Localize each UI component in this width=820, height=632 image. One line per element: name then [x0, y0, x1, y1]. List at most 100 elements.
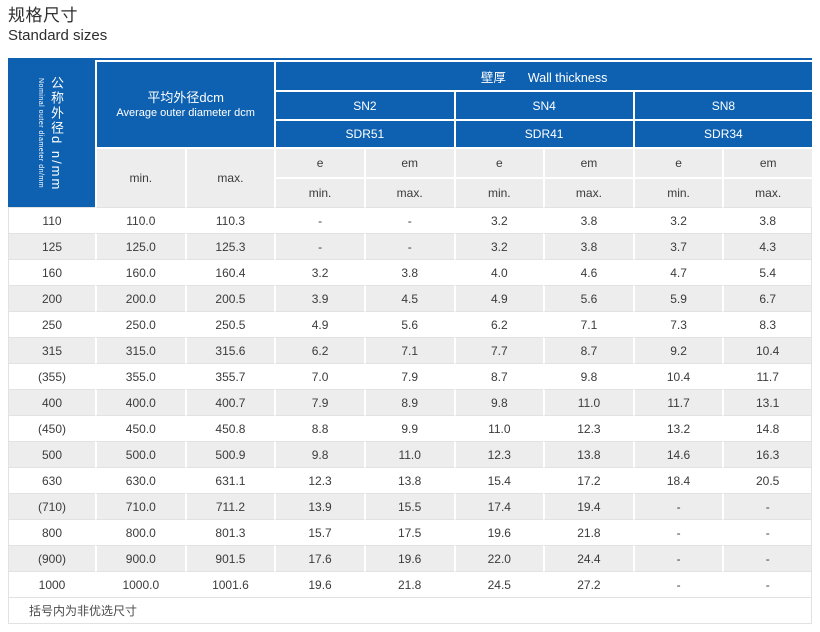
table-row: 630 630.0 631.1 12.3 13.8 15.4 17.2 18.4 20.5: [8, 467, 812, 493]
page-title-en: Standard sizes: [8, 27, 108, 44]
table-cell: 315.6: [184, 337, 275, 363]
table-cell: 7.7: [453, 337, 544, 363]
table-cell: 7.3: [632, 311, 723, 337]
table-cell: 5.6: [543, 285, 633, 311]
table-cell: 450.8: [184, 415, 275, 441]
table-cell: -: [632, 493, 723, 519]
table-row: (900) 900.0 901.5 17.6 19.6 22.0 24.4- -: [8, 545, 812, 571]
average-outer-diameter-header-en: Average outer diameter dcm: [116, 106, 255, 119]
wall-thickness-header-en: Wall thickness: [527, 70, 608, 85]
page-title-zh: 规格尺寸: [8, 6, 78, 25]
table-cell: 355.7: [184, 363, 275, 389]
table-cell: 4.9: [274, 311, 364, 337]
table-cell: 6.2: [274, 337, 364, 363]
table-cell: 801.3: [184, 519, 275, 545]
table-cell: 13.1: [722, 389, 812, 415]
sn2-em-header: em: [363, 147, 454, 177]
table-cell: 9.8: [543, 363, 633, 389]
table-cell: 4.0: [453, 259, 544, 285]
table-row: (355) 355.0 355.7 7.0 7.9 8.7 9.8 10.4 11.7: [8, 363, 812, 389]
sn2-e-header: e: [274, 147, 364, 177]
table-cell: -: [632, 571, 723, 597]
table-cell: 900.0: [95, 545, 185, 571]
table-cell: 11.0: [543, 389, 633, 415]
table-cell: 1000: [8, 571, 95, 597]
table-cell: 250.0: [95, 311, 185, 337]
table-cell: 160.0: [95, 259, 185, 285]
table-cell: 500.9: [184, 441, 275, 467]
table-cell: 9.8: [274, 441, 364, 467]
table-cell: 15.4: [453, 467, 544, 493]
table-cell: 17.5: [363, 519, 454, 545]
table-row: 200 200.0 200.5 3.9 4.5 4.9 5.6 5.9 6.7: [8, 285, 812, 311]
table-cell: 160: [8, 259, 95, 285]
table-cell: 12.3: [543, 415, 633, 441]
table-row: 250 250.0 250.5 4.9 5.6 6.2 7.1 7.3 8.3: [8, 311, 812, 337]
table-cell: 17.4: [453, 493, 544, 519]
table-cell: -: [363, 233, 454, 259]
table-cell: 3.8: [543, 207, 633, 233]
table-cell: 9.2: [632, 337, 723, 363]
table-cell: 3.8: [722, 207, 812, 233]
table-cell: 19.6: [453, 519, 544, 545]
table-cell: (900): [8, 545, 95, 571]
table-cell: 6.7: [722, 285, 812, 311]
table-cell: 11.7: [722, 363, 812, 389]
table-row: 500 500.0 500.9 9.8 11.0 12.3 13.8 14.6 16.3: [8, 441, 812, 467]
table-cell: 4.7: [632, 259, 723, 285]
table-cell: 12.3: [274, 467, 364, 493]
table-cell: 24.5: [453, 571, 544, 597]
average-outer-diameter-header: 平均外径dcm Average outer diameter dcm: [95, 60, 275, 147]
sdr34-header: SDR34: [632, 119, 812, 147]
table-cell: -: [274, 207, 364, 233]
table-cell: 800.0: [95, 519, 185, 545]
table-cell: 8.9: [363, 389, 454, 415]
standard-sizes-table: Nominal outer diameter dn/mm 公称外径d n/mm …: [8, 58, 812, 624]
table-cell: -: [274, 233, 364, 259]
table-cell: 200.5: [184, 285, 275, 311]
table-cell: 3.7: [632, 233, 723, 259]
sn2-em-max-header: max.: [363, 177, 454, 207]
table-cell: 8.8: [274, 415, 364, 441]
table-cell: 630: [8, 467, 95, 493]
table-cell: 22.0: [453, 545, 544, 571]
table-cell: 21.8: [363, 571, 454, 597]
sn2-e-min-header: min.: [274, 177, 364, 207]
table-cell: 6.2: [453, 311, 544, 337]
table-cell: 5.9: [632, 285, 723, 311]
table-header: Nominal outer diameter dn/mm 公称外径d n/mm …: [8, 60, 812, 207]
table-cell: 9.9: [363, 415, 454, 441]
nominal-outer-diameter-header-en: Nominal outer diameter dn/mm: [37, 78, 44, 189]
table-cell: 110.0: [95, 207, 185, 233]
table-cell: 800: [8, 519, 95, 545]
table-cell: 125: [8, 233, 95, 259]
table-cell: -: [722, 545, 812, 571]
table-cell: 5.4: [722, 259, 812, 285]
table-cell: 14.8: [722, 415, 812, 441]
table-cell: 8.3: [722, 311, 812, 337]
table-cell: 711.2: [184, 493, 275, 519]
table-cell: 4.3: [722, 233, 812, 259]
table-cell: 21.8: [543, 519, 633, 545]
table-cell: 4.6: [543, 259, 633, 285]
table-cell: 315: [8, 337, 95, 363]
table-cell: -: [363, 207, 454, 233]
sdr41-header: SDR41: [453, 119, 633, 147]
table-cell: 160.4: [184, 259, 275, 285]
table-cell: 250: [8, 311, 95, 337]
sn2-header: SN2: [274, 90, 454, 119]
table-cell: 10.4: [722, 337, 812, 363]
sn4-em-header: em: [543, 147, 633, 177]
table-cell: 3.8: [543, 233, 633, 259]
table-cell: 500.0: [95, 441, 185, 467]
table-cell: 11.0: [363, 441, 454, 467]
table-cell: 3.2: [453, 233, 544, 259]
table-row: 110 110.0 110.3- -3.2 3.8 3.2 3.8: [8, 207, 812, 233]
sn8-e-min-header: min.: [632, 177, 723, 207]
table-cell: 3.2: [453, 207, 544, 233]
table-cell: 24.4: [543, 545, 633, 571]
table-cell: 13.8: [363, 467, 454, 493]
table-cell: 1000.0: [95, 571, 185, 597]
table-cell: 901.5: [184, 545, 275, 571]
table-cell: 7.9: [363, 363, 454, 389]
